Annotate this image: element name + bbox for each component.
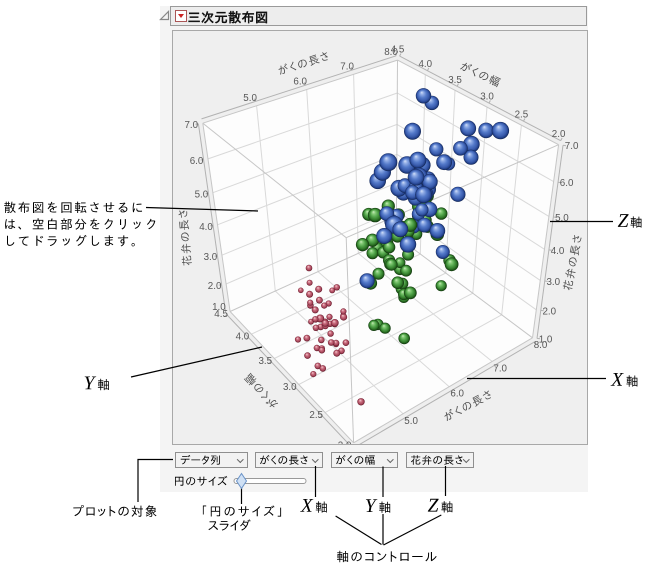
svg-text:5.0: 5.0 <box>243 93 257 104</box>
svg-text:3.0: 3.0 <box>546 277 560 288</box>
svg-text:2.5: 2.5 <box>515 110 529 121</box>
svg-text:6.0: 6.0 <box>293 77 307 88</box>
svg-text:1.0: 1.0 <box>212 302 226 313</box>
svg-text:1.0: 1.0 <box>539 334 553 345</box>
svg-text:3.0: 3.0 <box>204 252 218 263</box>
svg-text:7.0: 7.0 <box>565 141 579 152</box>
svg-text:7.0: 7.0 <box>184 120 198 131</box>
svg-text:5.0: 5.0 <box>195 190 209 201</box>
svg-text:4.5: 4.5 <box>391 45 405 56</box>
svg-text:2.0: 2.0 <box>208 281 222 292</box>
svg-text:7.0: 7.0 <box>493 364 507 375</box>
svg-text:6.0: 6.0 <box>190 156 204 167</box>
svg-text:3.5: 3.5 <box>448 75 462 86</box>
svg-text:6.0: 6.0 <box>560 178 574 189</box>
svg-text:3.5: 3.5 <box>258 356 272 367</box>
svg-text:2.0: 2.0 <box>338 440 352 451</box>
svg-text:4.0: 4.0 <box>199 222 213 233</box>
svg-text:4.5: 4.5 <box>214 309 228 320</box>
svg-text:4.0: 4.0 <box>551 246 565 257</box>
svg-text:2.5: 2.5 <box>309 410 323 421</box>
svg-text:8.0: 8.0 <box>384 47 398 58</box>
svg-text:2.0: 2.0 <box>542 306 556 317</box>
svg-text:5.0: 5.0 <box>404 416 418 427</box>
svg-text:2.0: 2.0 <box>552 129 566 140</box>
svg-text:4.0: 4.0 <box>418 59 432 70</box>
svg-text:5.0: 5.0 <box>555 213 569 224</box>
svg-text:8.0: 8.0 <box>534 340 548 351</box>
svg-text:3.0: 3.0 <box>283 382 297 393</box>
svg-text:7.0: 7.0 <box>340 61 354 72</box>
svg-text:3.0: 3.0 <box>480 92 494 103</box>
svg-text:4.0: 4.0 <box>236 332 250 343</box>
svg-text:6.0: 6.0 <box>450 389 464 400</box>
